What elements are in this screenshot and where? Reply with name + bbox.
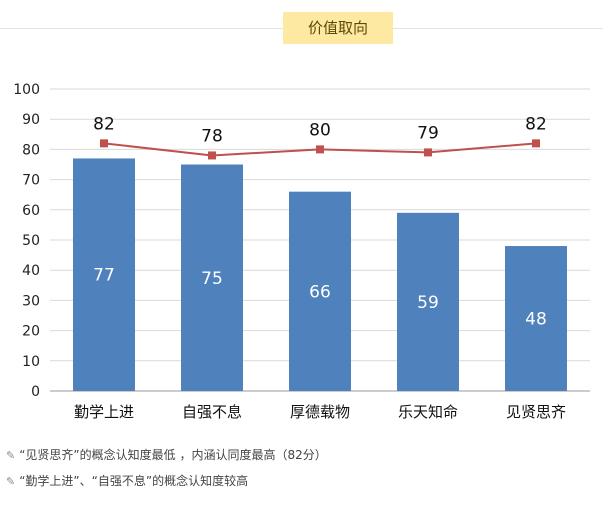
x-axis: 勤学上进 自强不息 厚德载物 乐天知命 见贤思齐: [74, 403, 566, 421]
line-point: [316, 145, 324, 154]
y-tick-label: 10: [22, 354, 40, 370]
x-tick-label: 自强不息: [182, 403, 242, 421]
bar-value-label: 48: [525, 310, 547, 330]
bar-series: [73, 158, 567, 391]
x-tick-label: 勤学上进: [74, 403, 134, 421]
chart: 0 10 20 30 40 50 60 70 80 90 100 77 75 66 59 48 82 78 80…: [13, 82, 590, 421]
x-tick-label: 乐天知命: [398, 403, 458, 421]
line-value-label: 79: [417, 123, 439, 143]
y-tick-label: 90: [22, 112, 40, 128]
line-point: [208, 151, 216, 160]
line-value-label: 78: [201, 126, 223, 146]
bar-value-label: 77: [93, 266, 115, 286]
chart-title: 价值取向: [283, 12, 393, 44]
line-labels: 82 78 80 79 82: [93, 114, 547, 146]
note-text: “见贤思齐”的概念认知度最低 ，内涵认同度最高（82分）: [19, 448, 327, 462]
bar-value-label: 59: [417, 293, 439, 313]
bar: [397, 212, 459, 391]
line-point: [424, 148, 432, 157]
x-tick-label: 厚德载物: [290, 403, 350, 421]
y-tick-label: 20: [22, 324, 40, 340]
y-tick-label: 80: [22, 142, 40, 158]
y-tick-label: 40: [22, 263, 40, 279]
pencil-icon: ✎: [6, 475, 16, 488]
bar-value-label: 75: [201, 269, 223, 289]
bar-labels: 77 75 66 59 48: [93, 266, 547, 330]
line-point: [100, 139, 108, 148]
line-series: [100, 139, 540, 160]
note-item: ✎ “勤学上进”、“自强不息”的概念认知度较高: [6, 472, 248, 489]
y-axis: 0 10 20 30 40 50 60 70 80 90 100: [13, 82, 40, 400]
line-point: [532, 139, 540, 148]
y-tick-label: 100: [13, 82, 40, 98]
x-tick-label: 见贤思齐: [506, 403, 566, 421]
bar: [289, 191, 351, 391]
note-item: ✎ “见贤思齐”的概念认知度最低 ，内涵认同度最高（82分）: [6, 446, 327, 463]
note-text: “勤学上进”、“自强不息”的概念认知度较高: [19, 474, 249, 488]
y-tick-label: 70: [22, 173, 40, 189]
line-value-label: 82: [525, 114, 547, 134]
line-value-label: 82: [93, 114, 115, 134]
bar: [505, 246, 567, 391]
bar-value-label: 66: [309, 282, 331, 302]
y-tick-label: 30: [22, 293, 40, 309]
y-tick-label: 50: [22, 233, 40, 249]
pencil-icon: ✎: [6, 449, 16, 462]
line-value-label: 80: [309, 120, 331, 140]
y-tick-label: 0: [31, 384, 40, 400]
y-tick-label: 60: [22, 203, 40, 219]
bar: [181, 164, 243, 391]
bar: [73, 158, 135, 391]
